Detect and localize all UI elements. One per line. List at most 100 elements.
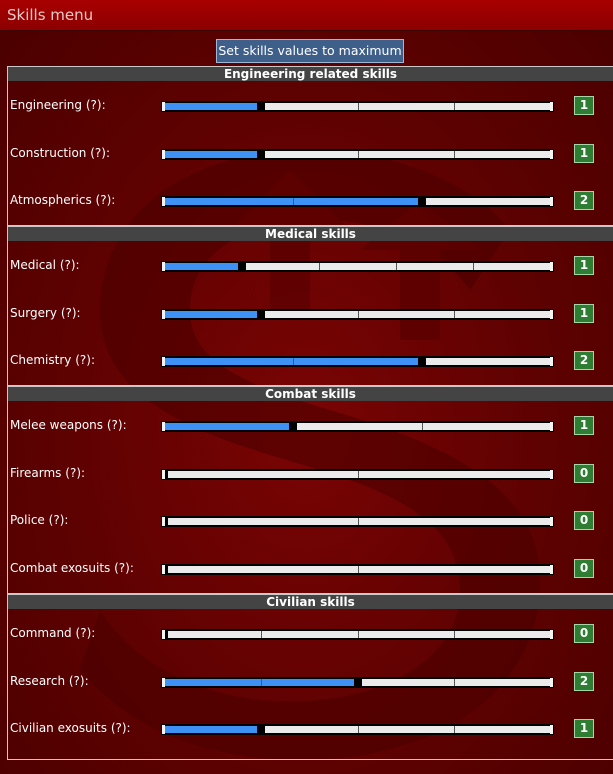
skill-level-bar[interactable] bbox=[161, 308, 554, 320]
skill-label-police: Police (?): bbox=[10, 513, 69, 527]
bar-right-cap bbox=[550, 469, 553, 479]
skill-name: Surgery bbox=[10, 305, 57, 320]
skill-help-link[interactable]: (?) bbox=[60, 305, 77, 320]
skill-row-medical: Medical (?): 1 bbox=[8, 254, 613, 278]
skill-label-command: Command (?): bbox=[10, 626, 96, 640]
skill-level-bar[interactable] bbox=[161, 629, 554, 640]
bar-left-cap bbox=[162, 357, 165, 366]
bar-right-cap bbox=[550, 422, 553, 431]
skill-level-badge: 1 bbox=[574, 143, 594, 163]
skill-level-bar[interactable] bbox=[161, 356, 554, 367]
title-bar[interactable]: Skills menu bbox=[0, 0, 613, 31]
skill-level-bar[interactable] bbox=[161, 516, 554, 527]
bar-empty bbox=[167, 631, 550, 638]
skill-label-melee-weapons: Melee weapons (?): bbox=[10, 418, 127, 432]
skill-name: Atmospherics bbox=[10, 193, 92, 207]
bar-empty bbox=[265, 310, 550, 318]
bar-left-cap bbox=[162, 149, 165, 159]
bar-fill bbox=[165, 726, 258, 733]
bar-fill bbox=[165, 678, 354, 686]
bar-left-cap bbox=[162, 469, 165, 479]
skill-level-bar[interactable] bbox=[161, 724, 554, 735]
skill-level-badge: 1 bbox=[574, 303, 594, 323]
skill-help-link[interactable]: (?) bbox=[75, 353, 91, 367]
skill-level-badge: 2 bbox=[574, 351, 594, 370]
bar-left-cap bbox=[162, 197, 165, 206]
skill-help-link[interactable]: (?) bbox=[106, 418, 123, 432]
bar-tick bbox=[357, 470, 359, 478]
skill-level-badge: 0 bbox=[574, 624, 594, 643]
skill-name: Research bbox=[10, 673, 66, 688]
skill-level-bar[interactable] bbox=[161, 468, 554, 480]
skill-help-link[interactable]: (?) bbox=[68, 673, 85, 688]
skill-row-engineering: Engineering (?): 1 bbox=[8, 94, 613, 118]
bar-tick bbox=[421, 423, 423, 430]
bar-right-cap bbox=[550, 564, 553, 574]
bar-left-cap bbox=[162, 630, 165, 639]
skill-level-bar[interactable] bbox=[161, 563, 554, 575]
skill-help-link[interactable]: (?) bbox=[48, 513, 65, 527]
bar-empty bbox=[167, 518, 550, 525]
skill-row-firearms: Firearms (?): 0 bbox=[8, 462, 613, 486]
bar-right-cap bbox=[550, 197, 553, 206]
bar-tick bbox=[293, 198, 295, 205]
bar-empty bbox=[425, 198, 550, 205]
skill-level-bar[interactable] bbox=[161, 196, 554, 207]
bar-empty bbox=[246, 263, 550, 270]
skill-level-badge: 1 bbox=[574, 719, 594, 738]
skill-level-badge: 1 bbox=[574, 96, 594, 115]
skill-level-bar[interactable] bbox=[161, 148, 554, 160]
bar-right-cap bbox=[550, 357, 553, 366]
skill-row-chemistry: Chemistry (?): 2 bbox=[8, 349, 613, 373]
bar-empty bbox=[265, 150, 550, 158]
skill-label-civilian-exosuits: Civilian exosuits (?): bbox=[10, 721, 131, 735]
section-header-medical: Medical skills bbox=[8, 227, 613, 241]
skill-level-bar[interactable] bbox=[161, 261, 554, 272]
skill-help-link[interactable]: (?) bbox=[90, 145, 106, 160]
bar-tick bbox=[453, 726, 455, 733]
skill-level-bar[interactable] bbox=[161, 676, 554, 688]
skill-level-badge: 2 bbox=[574, 191, 594, 210]
bar-right-cap bbox=[550, 262, 553, 271]
bar-empty bbox=[265, 726, 550, 733]
skill-row-research: Research (?): 2 bbox=[8, 670, 613, 694]
skill-name: Melee weapons bbox=[10, 418, 104, 432]
skill-help-link[interactable]: (?) bbox=[59, 258, 76, 272]
bar-tick bbox=[453, 150, 455, 158]
skill-name: Medical bbox=[10, 258, 56, 272]
skill-help-link[interactable]: (?) bbox=[95, 193, 112, 207]
bar-empty bbox=[361, 678, 550, 686]
bar-empty bbox=[297, 423, 550, 430]
bar-empty bbox=[167, 565, 550, 573]
bar-right-cap bbox=[550, 630, 553, 639]
skill-label-chemistry: Chemistry (?): bbox=[10, 353, 95, 367]
skill-row-construction: Construction (?): 1 bbox=[8, 142, 613, 166]
skill-name: Engineering bbox=[10, 98, 82, 112]
bar-empty bbox=[167, 470, 550, 478]
set-max-skills-button[interactable]: Set skills values to maximum bbox=[216, 39, 404, 63]
skill-help-link[interactable]: (?) bbox=[65, 465, 81, 480]
skill-row-civilian-exosuits: Civilian exosuits (?): 1 bbox=[8, 717, 613, 741]
bar-tick bbox=[261, 631, 263, 638]
skill-help-link[interactable]: (?) bbox=[85, 98, 102, 112]
skill-help-link[interactable]: (?) bbox=[75, 626, 92, 640]
skill-row-melee-weapons: Melee weapons (?): 1 bbox=[8, 414, 613, 438]
skill-level-badge: 2 bbox=[574, 671, 594, 691]
skill-name: Firearms bbox=[10, 465, 62, 480]
bar-fill bbox=[165, 423, 290, 430]
bar-fill bbox=[165, 103, 258, 110]
bar-tick bbox=[261, 678, 263, 686]
bar-right-cap bbox=[550, 517, 553, 526]
bar-tick bbox=[357, 565, 359, 573]
skill-name: Police bbox=[10, 513, 45, 527]
bar-left-cap bbox=[162, 102, 165, 111]
skill-name: Command bbox=[10, 626, 72, 640]
skill-help-link[interactable]: (?) bbox=[110, 721, 127, 735]
section-header-civilian: Civilian skills bbox=[8, 595, 613, 609]
bar-empty bbox=[265, 103, 550, 110]
skill-level-bar[interactable] bbox=[161, 101, 554, 112]
skill-level-bar[interactable] bbox=[161, 421, 554, 432]
bar-tick bbox=[396, 263, 397, 270]
skill-help-link[interactable]: (?) bbox=[114, 560, 130, 575]
